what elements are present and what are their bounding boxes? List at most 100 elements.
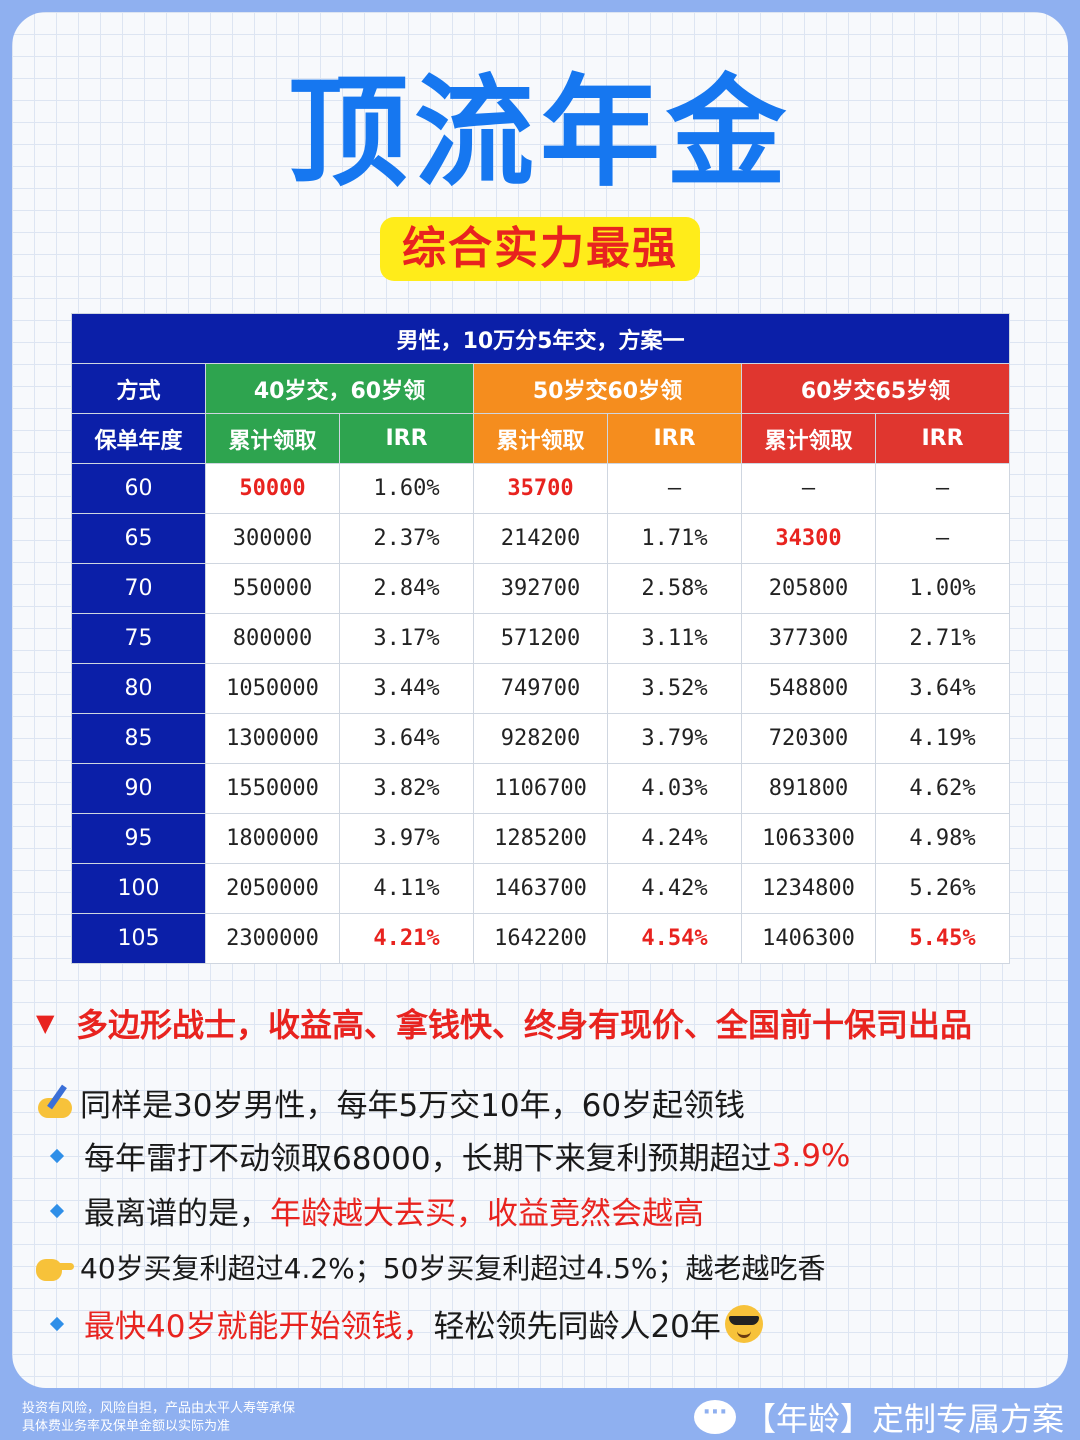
header-plan-1: 40岁交，60岁领 [205, 363, 474, 414]
cell-cum-3: 205800 [741, 563, 876, 614]
line-3-text: 最离谱的是， [84, 1196, 270, 1232]
cell-irr-1: 3.17% [339, 613, 474, 664]
cell-year: 100 [71, 863, 206, 914]
cell-irr-1: 3.82% [339, 763, 474, 814]
header-irr-3: IRR [874, 413, 1011, 464]
cell-cum-3: 1234800 [741, 863, 876, 914]
line-5-text: 轻松领先同龄人20年 [433, 1309, 721, 1345]
diamond-bullet-icon [49, 1203, 65, 1218]
cell-year: 105 [71, 913, 206, 964]
cell-cum-2: 928200 [473, 713, 608, 764]
cell-cum-1: 800000 [205, 613, 340, 664]
cell-cum-1: 550000 [205, 563, 340, 614]
triangle-icon: ▼ [36, 1009, 55, 1037]
cell-cum-2: 1642200 [473, 913, 608, 964]
cell-cum-1: 2050000 [205, 863, 340, 914]
header-cum-3: 累计领取 [741, 413, 876, 464]
cell-irr-1: 2.37% [339, 513, 474, 564]
cell-cum-2: 35700 [473, 463, 608, 514]
cell-irr-2: – [607, 463, 742, 514]
cell-irr-1: 4.21% [339, 913, 474, 964]
cell-irr-2: 3.79% [607, 713, 742, 764]
cell-cum-1: 50000 [205, 463, 340, 514]
header-irr-1: IRR [339, 413, 474, 464]
header-cum-2: 累计领取 [473, 413, 608, 464]
cell-irr-2: 4.42% [607, 863, 742, 914]
annuity-table: 男性，10万分5年交，方案一 方式 40岁交，60岁领 50岁交60岁领 60岁… [70, 313, 1011, 964]
cell-irr-3: 3.64% [874, 663, 1011, 714]
cell-cum-3: 891800 [741, 763, 876, 814]
table-row: 90 1550000 3.82% 1106700 4.03% 891800 4.… [71, 763, 1011, 814]
headline-text: 多边形战士，收益高、拿钱快、终身有现价、全国前十保司出品 [76, 1006, 973, 1044]
subtitle-highlight: 综合实力最强 [380, 217, 700, 281]
line-2-text: 每年雷打不动领取68000，长期下来复利预期超过 [84, 1141, 772, 1177]
line-2: 每年雷打不动领取68000，长期下来复利预期超过 3.9% [36, 1128, 1056, 1183]
cell-irr-1: 2.84% [339, 563, 474, 614]
diamond-bullet-icon [49, 1148, 65, 1163]
diamond-bullet-icon [49, 1316, 65, 1331]
line-4: 40岁买复利超过4.2%；50岁买复利超过4.5%；越老越吃香 [36, 1238, 1056, 1296]
cell-cum-2: 392700 [473, 563, 608, 614]
line-4-text: 40岁买复利超过4.2%；50岁买复利超过4.5%；越老越吃香 [80, 1252, 826, 1285]
table-row: 95 1800000 3.97% 1285200 4.24% 1063300 4… [71, 813, 1011, 864]
cell-irr-3: 5.26% [874, 863, 1011, 914]
table-row: 65 300000 2.37% 214200 1.71% 34300 – [71, 513, 1011, 564]
cell-cum-3: 1406300 [741, 913, 876, 964]
cell-cum-3: 377300 [741, 613, 876, 664]
cell-irr-3: 4.98% [874, 813, 1011, 864]
cell-year: 85 [71, 713, 206, 764]
cell-irr-3: – [874, 513, 1011, 564]
cell-irr-2: 4.24% [607, 813, 742, 864]
cell-irr-2: 4.54% [607, 913, 742, 964]
cell-year: 90 [71, 763, 206, 814]
header-plan-3: 60岁交65岁领 [740, 363, 1011, 414]
table-row: 80 1050000 3.44% 749700 3.52% 548800 3.6… [71, 663, 1011, 714]
cell-irr-1: 1.60% [339, 463, 474, 514]
line-3-highlight: 年龄越大去买，收益竟然会越高 [270, 1196, 704, 1232]
table-row: 70 550000 2.84% 392700 2.58% 205800 1.00… [71, 563, 1011, 614]
cell-cum-3: 720300 [741, 713, 876, 764]
table-row: 85 1300000 3.64% 928200 3.79% 720300 4.1… [71, 713, 1011, 764]
cell-cum-1: 1800000 [205, 813, 340, 864]
table-row: 100 2050000 4.11% 1463700 4.42% 1234800 … [71, 863, 1011, 914]
cell-irr-2: 1.71% [607, 513, 742, 564]
table-row: 60 50000 1.60% 35700 – – – [71, 463, 1011, 514]
header-policy-year: 保单年度 [71, 413, 206, 464]
cta-link[interactable]: 【年龄】定制专属方案 [693, 1394, 1064, 1440]
cell-year: 80 [71, 663, 206, 714]
cell-irr-1: 3.64% [339, 713, 474, 764]
cell-cum-1: 2300000 [205, 913, 340, 964]
disclaimer-line-2: 具体费业务率及保单金额以实际为准 [22, 1419, 231, 1434]
cell-cum-1: 300000 [205, 513, 340, 564]
table-row: 105 2300000 4.21% 1642200 4.54% 1406300 … [71, 913, 1011, 964]
cell-year: 95 [71, 813, 206, 864]
header-plan-2: 50岁交60岁领 [473, 363, 742, 414]
line-5-highlight: 最快40岁就能开始领钱， [84, 1309, 434, 1345]
cell-irr-1: 4.11% [339, 863, 474, 914]
cell-irr-2: 2.58% [607, 563, 742, 614]
cell-irr-3: 2.71% [874, 613, 1011, 664]
line-5: 最快40岁就能开始领钱， 轻松领先同龄人20年 [36, 1296, 1056, 1351]
line-3: 最离谱的是， 年龄越大去买，收益竟然会越高 [36, 1183, 1056, 1238]
cell-cum-2: 749700 [473, 663, 608, 714]
cell-cum-3: 1063300 [741, 813, 876, 864]
writing-hand-icon [36, 1082, 76, 1122]
cell-cum-2: 214200 [473, 513, 608, 564]
table-caption: 男性，10万分5年交，方案一 [70, 313, 1011, 364]
cta-text: 【年龄】定制专属方案 [743, 1400, 1064, 1438]
header-method: 方式 [71, 363, 206, 414]
cell-cum-3: 34300 [741, 513, 876, 564]
disclaimer-line-1: 投资有风险，风险自担，产品由太平人寿等承保 [22, 1401, 296, 1416]
cell-irr-1: 3.97% [339, 813, 474, 864]
pointing-hand-icon [36, 1247, 76, 1287]
cell-cum-2: 571200 [473, 613, 608, 664]
cell-year: 65 [71, 513, 206, 564]
cell-irr-3: 1.00% [874, 563, 1011, 614]
headline-line: ▼ 多边形战士，收益高、拿钱快、终身有现价、全国前十保司出品 [36, 1000, 1056, 1046]
cell-year: 75 [71, 613, 206, 664]
cell-cum-3: – [741, 463, 876, 514]
cell-year: 60 [71, 463, 206, 514]
header-irr-2: IRR [607, 413, 742, 464]
chat-bubble-icon [693, 1400, 736, 1434]
disclaimer: 投资有风险，风险自担，产品由太平人寿等承保 具体费业务率及保单金额以实际为准 [22, 1400, 295, 1436]
